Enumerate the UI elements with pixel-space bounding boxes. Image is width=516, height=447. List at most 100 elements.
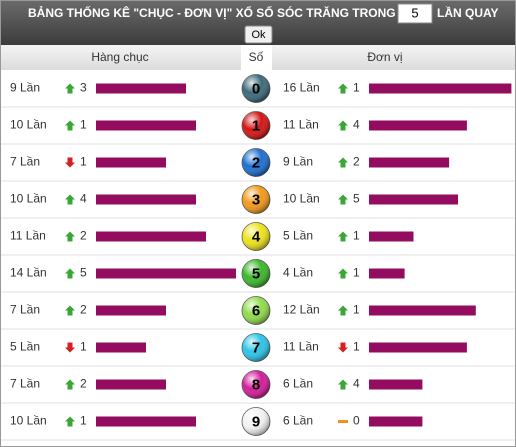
trend-up-icon	[338, 83, 348, 94]
tens-change: 1	[80, 155, 87, 169]
tens-bar	[96, 342, 146, 353]
units-change: 0	[353, 414, 360, 428]
units-bar	[369, 268, 405, 279]
digit: 8	[252, 376, 260, 393]
digit-ball-shine	[242, 407, 270, 436]
count-input-value[interactable]: 5	[411, 5, 418, 20]
tens-count-label: 10 Lần	[10, 118, 47, 132]
units-count-label: 6 Lần	[283, 414, 313, 428]
tens-bar	[96, 231, 206, 242]
tens-change: 2	[80, 229, 87, 243]
ok-button-label[interactable]: Ok	[251, 29, 266, 41]
digit-ball-shine	[242, 185, 270, 214]
tens-count-label: 11 Lần	[10, 229, 46, 243]
trend-up-icon	[65, 231, 75, 242]
tens-count-label: 10 Lần	[10, 414, 47, 428]
digit: 7	[252, 339, 260, 356]
trend-up-icon	[338, 231, 348, 242]
units-change: 1	[353, 266, 360, 280]
units-change: 1	[353, 303, 360, 317]
units-bar	[369, 83, 512, 94]
digit: 5	[252, 265, 260, 282]
digit: 0	[252, 80, 260, 97]
units-change: 2	[353, 155, 360, 169]
digit-ball-shine	[242, 74, 270, 103]
units-count-label: 9 Lần	[283, 155, 313, 169]
digit: 6	[252, 302, 260, 319]
trend-up-icon	[338, 157, 348, 168]
units-bar	[369, 194, 458, 205]
digit: 9	[252, 413, 260, 430]
trend-up-icon	[338, 305, 348, 316]
units-change: 1	[353, 81, 360, 95]
header-title: BẢNG THỐNG KÊ "CHỤC - ĐƠN VỊ" XỔ SỐ SÓC …	[28, 5, 396, 20]
digit: 3	[252, 191, 260, 208]
units-count-label: 12 Lần	[283, 303, 320, 317]
tens-bar	[96, 120, 196, 131]
tens-change: 2	[80, 377, 87, 391]
units-count-label: 5 Lần	[283, 229, 313, 243]
trend-up-icon	[65, 379, 75, 390]
tens-bar	[96, 83, 186, 94]
tens-bar	[96, 268, 236, 279]
digit-ball-shine	[242, 370, 270, 399]
trend-up-icon	[65, 194, 75, 205]
trend-up-icon	[338, 379, 348, 390]
digit-ball-shine	[242, 222, 270, 251]
tens-bar	[96, 305, 166, 316]
units-bar	[369, 305, 476, 316]
units-change: 4	[353, 377, 360, 391]
units-count-label: 16 Lần	[283, 81, 320, 95]
trend-up-icon	[65, 120, 75, 131]
units-count-label: 11 Lần	[283, 340, 319, 354]
ok-button[interactable]	[244, 25, 273, 44]
digit-ball-shine	[242, 259, 270, 288]
units-count-label: 4 Lần	[283, 266, 313, 280]
units-change: 4	[353, 118, 360, 132]
units-change: 1	[353, 340, 360, 354]
units-bar	[369, 342, 467, 353]
trend-up-icon	[338, 268, 348, 279]
header-suffix: LẦN QUAY	[437, 5, 499, 20]
tens-bar	[96, 379, 166, 390]
units-bar	[369, 379, 423, 390]
tens-change: 1	[80, 340, 87, 354]
units-change: 1	[353, 229, 360, 243]
digit-ball-shine	[242, 333, 270, 362]
trend-up-icon	[65, 268, 75, 279]
tens-bar	[96, 416, 196, 427]
count-input[interactable]	[397, 3, 433, 24]
trend-up-icon	[65, 83, 75, 94]
units-bar	[369, 120, 467, 131]
units-bar	[369, 416, 423, 427]
units-count-label: 6 Lần	[283, 377, 313, 391]
trend-down-icon	[338, 342, 348, 353]
digit: 2	[252, 154, 260, 171]
digit-ball-shine	[242, 111, 270, 140]
tens-change: 4	[80, 192, 87, 206]
tens-count-label: 9 Lần	[10, 81, 40, 95]
tens-change: 5	[80, 266, 87, 280]
tens-change: 1	[80, 414, 87, 428]
trend-same-icon	[338, 420, 348, 423]
tens-change: 2	[80, 303, 87, 317]
units-count-label: 10 Lần	[283, 192, 320, 206]
trend-up-icon	[65, 416, 75, 427]
digit-ball-shine	[242, 296, 270, 325]
trend-down-icon	[65, 342, 75, 353]
units-bar	[369, 157, 450, 168]
digit-header: Số	[249, 50, 264, 64]
digit: 4	[252, 228, 261, 245]
tens-change: 3	[80, 81, 87, 95]
trend-up-icon	[338, 194, 348, 205]
tens-count-label: 7 Lần	[10, 377, 40, 391]
tens-count-label: 7 Lần	[10, 155, 40, 169]
units-change: 5	[353, 192, 360, 206]
trend-up-icon	[338, 120, 348, 131]
tens-bar	[96, 157, 166, 168]
tens-change: 1	[80, 118, 87, 132]
units-bar	[369, 231, 414, 242]
digit-column-header-bg	[241, 45, 272, 70]
tens-count-label: 14 Lần	[10, 266, 47, 280]
